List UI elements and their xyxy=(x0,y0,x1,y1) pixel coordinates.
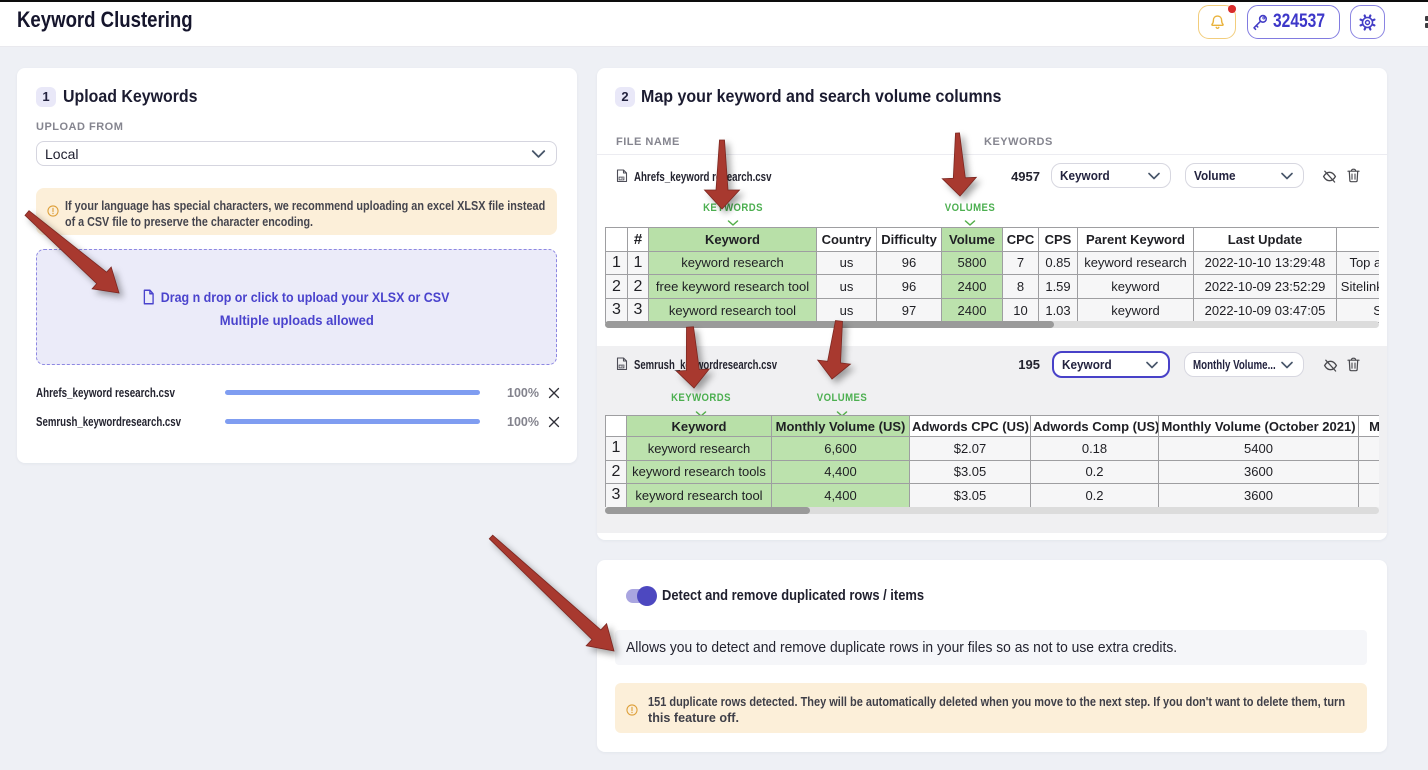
svg-text:CSV: CSV xyxy=(619,365,625,369)
svg-text:CSV: CSV xyxy=(619,177,625,181)
